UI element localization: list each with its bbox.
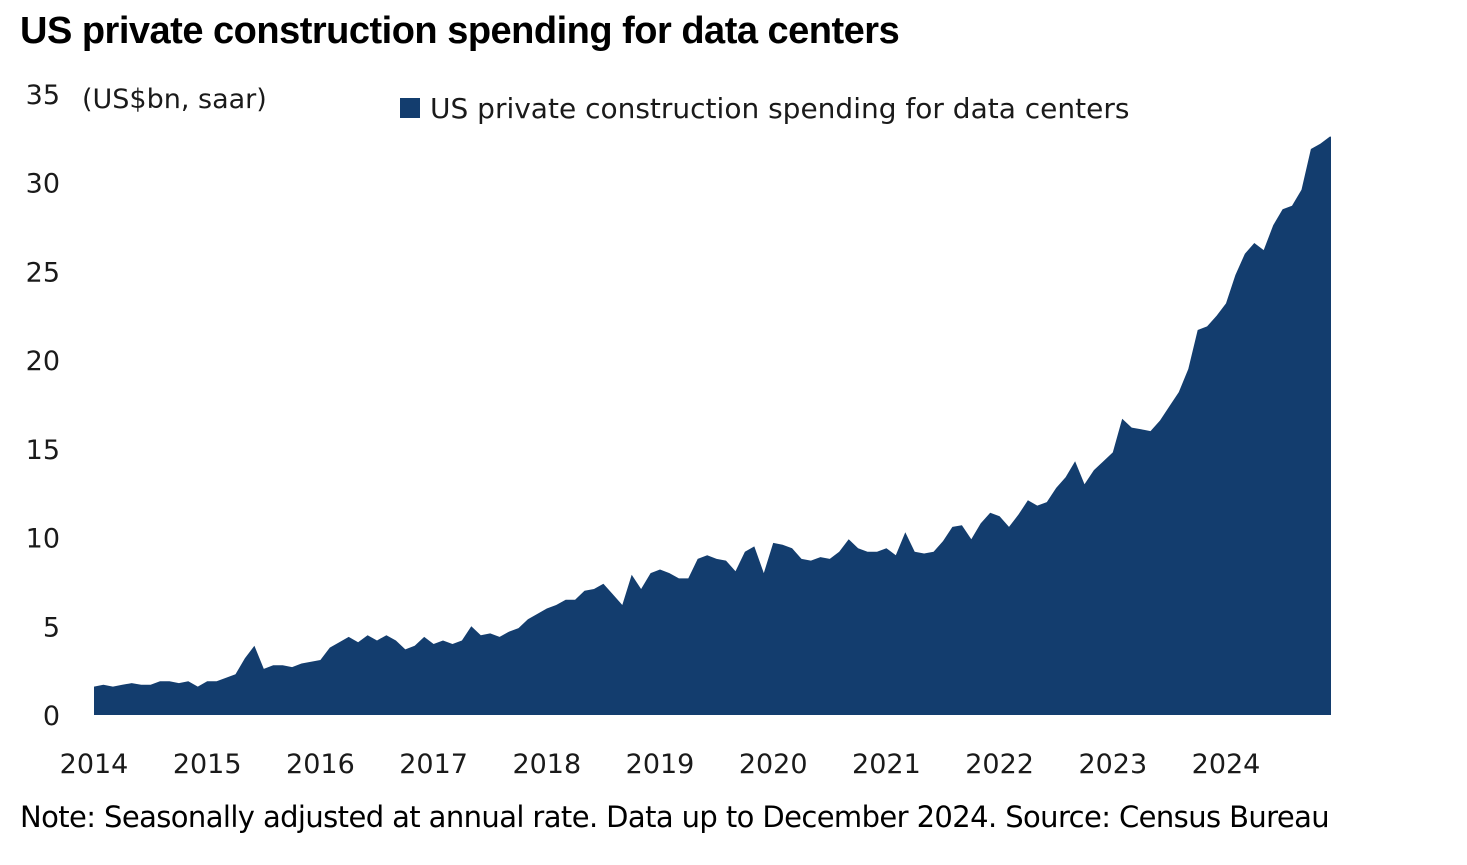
chart-title: US private construction spending for dat… (20, 10, 900, 52)
y-tick-label: 35 (26, 80, 60, 111)
y-tick-label: 25 (26, 257, 60, 288)
x-tick-label: 2014 (60, 749, 129, 780)
x-tick-label: 2022 (965, 749, 1034, 780)
x-tick-label: 2020 (739, 749, 808, 780)
x-tick-label: 2016 (286, 749, 355, 780)
footnote: Note: Seasonally adjusted at annual rate… (20, 800, 1330, 834)
y-tick-label: 10 (26, 524, 60, 555)
y-axis-ticks: 0 5 10 15 20 25 30 35 (26, 80, 60, 732)
y-tick-label: 5 (43, 612, 60, 643)
y-axis-unit-label: (US$bn, saar) (82, 84, 267, 115)
y-tick-label: 15 (26, 435, 60, 466)
x-tick-label: 2024 (1192, 749, 1261, 780)
x-tick-label: 2021 (852, 749, 921, 780)
legend-label: US private construction spending for dat… (430, 92, 1129, 125)
series-area (94, 136, 1331, 716)
legend-swatch (400, 98, 420, 118)
x-axis-ticks: 2014 2015 2016 2017 2018 2019 2020 2021 2022 2023… (60, 749, 1261, 780)
y-tick-label: 30 (26, 169, 60, 200)
x-tick-label: 2017 (399, 749, 468, 780)
x-tick-label: 2015 (173, 749, 242, 780)
x-tick-label: 2018 (512, 749, 581, 780)
x-tick-label: 2019 (626, 749, 695, 780)
x-tick-label: 2023 (1078, 749, 1147, 780)
y-tick-label: 0 (43, 701, 60, 732)
y-tick-label: 20 (26, 346, 60, 377)
